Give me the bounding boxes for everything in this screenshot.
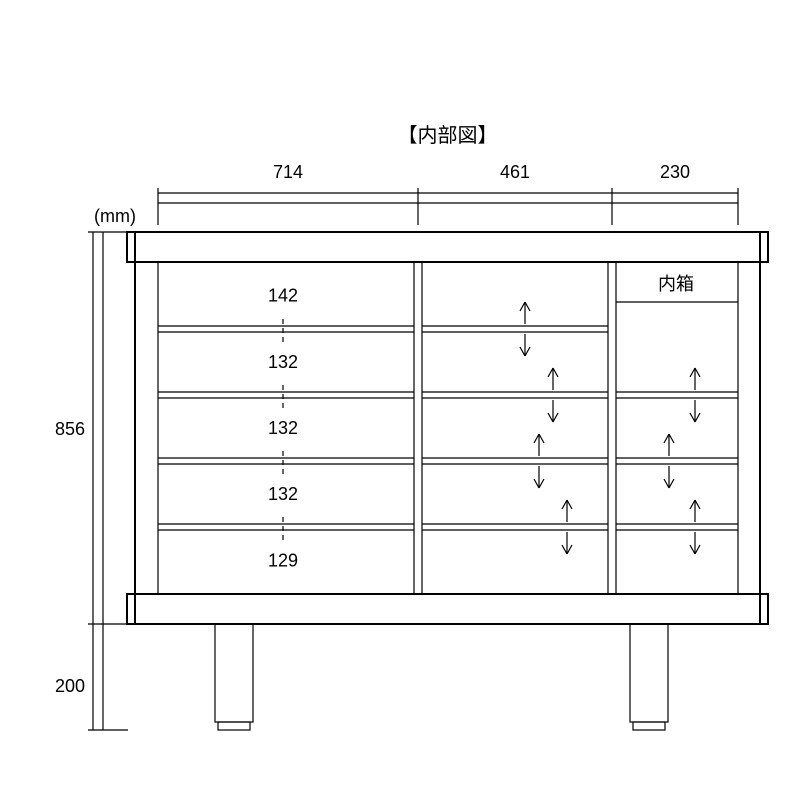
top-dim-3: 230 (660, 162, 690, 182)
left-dim-leg: 200 (55, 676, 85, 696)
shelf-height-1: 132 (268, 352, 298, 372)
inner-box-label: 内箱 (658, 274, 694, 294)
left-dim-body: 856 (55, 419, 85, 439)
top-dim-2: 461 (500, 162, 530, 182)
top-dim-1: 714 (273, 162, 303, 182)
shelf-height-0: 142 (268, 286, 298, 306)
diagram-title: 【内部図】 (398, 124, 498, 147)
shelf-height-3: 132 (268, 484, 298, 504)
unit-label: (mm) (94, 206, 136, 226)
shelf-height-2: 132 (268, 418, 298, 438)
shelf-height-4: 129 (268, 551, 298, 571)
